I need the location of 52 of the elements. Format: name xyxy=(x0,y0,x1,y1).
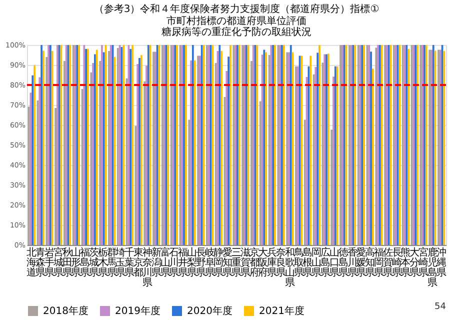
x-tick-label: 広島県 xyxy=(320,246,331,278)
x-tick-label: 宮崎県 xyxy=(418,246,429,278)
x-tick-label: 福岡県 xyxy=(374,246,384,278)
x-tick-label: 東京都 xyxy=(134,246,144,278)
x-tick-label: 山梨県 xyxy=(186,246,197,278)
x-tick-label: 静岡県 xyxy=(214,246,224,278)
x-tick-label: 大分県 xyxy=(410,246,420,278)
x-tick-label: 茨城県 xyxy=(88,246,100,278)
legend-label: 2018年度 xyxy=(43,305,88,317)
x-tick-label: 大阪府 xyxy=(258,246,268,278)
x-tick-label: 福島県 xyxy=(80,246,90,278)
x-tick-label: 山形県 xyxy=(71,246,82,278)
x-tick-label: 兵庫県 xyxy=(267,246,278,278)
legend-label: 2021年度 xyxy=(259,305,304,317)
x-tick-label: 和歌山県 xyxy=(284,246,295,288)
x-tick-label: 愛知県 xyxy=(222,246,233,278)
x-tick-label: 千葉県 xyxy=(124,246,135,278)
x-tick-label: 岐阜県 xyxy=(204,246,215,278)
x-tick-label: 青森県 xyxy=(36,246,46,278)
x-tick-label: 佐賀県 xyxy=(382,248,393,278)
x-tick-label: 石川県 xyxy=(169,248,180,278)
x-tick-label: 新潟県 xyxy=(151,246,162,278)
legend-label: 2020年度 xyxy=(187,305,232,317)
text: 54 xyxy=(434,302,446,312)
chart-subtitle: 糖尿病等の重症化予防の取組状況 xyxy=(162,26,312,38)
x-tick-label: 高知県 xyxy=(365,246,376,278)
x-tick-label: 長崎県 xyxy=(392,248,402,278)
x-tick-label: 徳島県 xyxy=(338,248,348,278)
x-tick-label: 滋賀県 xyxy=(240,246,250,278)
x-tick-label: 富山県 xyxy=(160,246,170,278)
x-tick-label: 北海道 xyxy=(26,246,37,278)
chart-title: （参考3）令和４年度保険者努力支援制度（都道府県分）指標① 市町村指標の都道府県単位評価 xyxy=(94,3,380,27)
x-tick-label: 沖縄県 xyxy=(435,246,446,278)
x-tick-label: 長野県 xyxy=(196,248,206,278)
x-tick-label: 鹿児島県 xyxy=(427,246,438,288)
x-tick-label: 神奈川県 xyxy=(142,246,152,288)
x-tick-label: 栃木県 xyxy=(98,246,108,278)
x-tick-label: 熊本県 xyxy=(400,246,411,278)
x-tick-label: 島根県 xyxy=(302,246,313,278)
legend-label: 2019年度 xyxy=(115,305,160,317)
x-tick-label: 山口県 xyxy=(329,246,340,278)
x-tick-label: 秋田県 xyxy=(62,246,72,278)
x-tick-label: 鳥取県 xyxy=(292,246,304,278)
x-tick-label: 福井県 xyxy=(178,246,188,278)
x-tick-label: 香川県 xyxy=(347,246,358,278)
x-tick-label: 京都府 xyxy=(249,246,260,278)
x-tick-label: 岡山県 xyxy=(312,248,322,278)
x-tick-label: 三重県 xyxy=(232,248,242,278)
x-tick-label: 愛媛県 xyxy=(356,246,366,278)
x-tick-label: 埼玉県 xyxy=(114,246,126,278)
x-tick-label: 奈良県 xyxy=(276,248,286,278)
x-tick-label: 岩手県 xyxy=(44,246,54,278)
